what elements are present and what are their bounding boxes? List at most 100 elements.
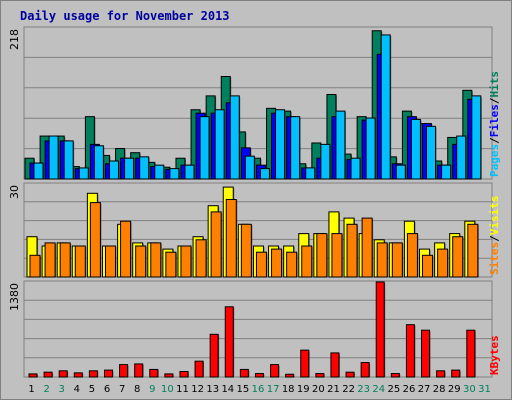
- day-label-12: 12: [191, 384, 204, 395]
- y-axis-max-label-kbytes: 1380: [8, 283, 21, 311]
- bar-pages-day-24: [380, 34, 391, 180]
- bar-pages-day-25: [395, 164, 406, 180]
- day-label-9: 9: [149, 384, 155, 395]
- bar-pages-day-27: [426, 125, 437, 180]
- bar-sites-day-19: [301, 245, 313, 278]
- day-label-15: 15: [237, 384, 250, 395]
- day-label-23: 23: [357, 384, 370, 395]
- bar-pages-day-11: [184, 164, 195, 180]
- bar-kbytes-day-12: [194, 360, 204, 378]
- bar-pages-day-10: [169, 168, 180, 180]
- panel-hits-files-pages: 218 Pages/Files/Hits: [8, 26, 501, 180]
- legend-entry-slash: /: [488, 137, 501, 144]
- y-axis-max-label-hits-files-pages: 218: [8, 29, 21, 50]
- bar-sites-day-25: [391, 242, 403, 278]
- legend-hits-files-pages: Pages/Files/Hits: [488, 71, 501, 177]
- legend-entry-visits: Visits: [488, 196, 501, 236]
- bar-sites-day-10: [165, 251, 177, 278]
- bar-pages-day-7: [124, 157, 135, 180]
- bar-sites-day-20: [316, 233, 328, 278]
- bar-kbytes-day-17: [270, 364, 280, 378]
- bar-sites-day-13: [210, 211, 222, 278]
- bar-pages-day-21: [335, 110, 346, 180]
- bar-pages-day-26: [410, 118, 421, 180]
- legend-entry-slash: /: [488, 235, 501, 242]
- bar-sites-day-2: [44, 242, 56, 278]
- panel-kbytes: 1380 KBytes: [8, 280, 501, 378]
- bar-sites-day-15: [240, 223, 252, 278]
- bar-sites-day-14: [225, 199, 237, 278]
- legend-entry-kbytes: KBytes: [488, 335, 501, 375]
- day-label-19: 19: [297, 384, 310, 395]
- bar-pages-day-30: [471, 95, 482, 180]
- bar-pages-day-2: [48, 135, 59, 180]
- bar-sites-day-28: [437, 248, 449, 278]
- day-label-7: 7: [119, 384, 125, 395]
- bar-sites-day-6: [104, 245, 116, 278]
- bar-kbytes-day-23: [360, 362, 370, 378]
- panel-visits-sites: 30 Sites/Visits: [8, 182, 501, 278]
- y-axis-max-label-visits-sites: 30: [8, 185, 21, 199]
- bar-pages-day-16: [259, 168, 270, 180]
- bar-kbytes-day-16: [254, 373, 264, 378]
- bar-pages-day-20: [320, 143, 331, 180]
- day-label-26: 26: [403, 384, 416, 395]
- day-label-24: 24: [372, 384, 385, 395]
- day-label-16: 16: [252, 384, 265, 395]
- bar-kbytes-day-10: [164, 373, 174, 378]
- bar-pages-day-17: [275, 109, 286, 180]
- chart-title: Daily usage for November 2013: [20, 9, 230, 23]
- day-label-5: 5: [89, 384, 95, 395]
- day-label-30: 30: [463, 384, 476, 395]
- bar-sites-day-21: [331, 233, 343, 278]
- bar-kbytes-day-15: [239, 368, 249, 378]
- bar-pages-day-1: [33, 162, 44, 180]
- bar-kbytes-day-18: [285, 373, 295, 378]
- legend-kbytes: KBytes: [488, 335, 501, 375]
- bar-pages-day-8: [139, 156, 150, 180]
- day-label-3: 3: [59, 384, 65, 395]
- day-label-2: 2: [43, 384, 49, 395]
- bar-kbytes-day-30: [466, 329, 476, 378]
- bar-kbytes-day-26: [405, 324, 415, 378]
- legend-entry-files: Files: [488, 104, 501, 137]
- day-label-25: 25: [388, 384, 401, 395]
- bar-sites-day-4: [74, 245, 86, 278]
- bar-kbytes-day-11: [179, 370, 189, 378]
- bar-kbytes-day-4: [73, 372, 83, 378]
- bar-pages-day-28: [441, 164, 452, 180]
- bar-kbytes-day-29: [451, 369, 461, 378]
- bar-sites-day-29: [452, 236, 464, 278]
- day-label-18: 18: [282, 384, 295, 395]
- bar-pages-day-4: [78, 167, 89, 180]
- bar-sites-day-18: [286, 251, 298, 278]
- bar-kbytes-day-14: [224, 306, 234, 378]
- bar-kbytes-day-1: [28, 373, 38, 378]
- day-label-6: 6: [104, 384, 110, 395]
- bar-sites-day-24: [376, 242, 388, 278]
- bar-pages-day-19: [305, 167, 316, 180]
- bar-pages-day-6: [108, 160, 119, 180]
- bar-kbytes-day-2: [43, 371, 53, 378]
- bar-sites-day-26: [406, 233, 418, 278]
- day-label-1: 1: [28, 384, 34, 395]
- bar-pages-day-5: [93, 145, 104, 180]
- day-label-13: 13: [206, 384, 219, 395]
- bar-kbytes-day-20: [315, 373, 325, 378]
- legend-visits-sites: Sites/Visits: [488, 196, 501, 276]
- bar-kbytes-day-27: [421, 329, 431, 378]
- day-label-14: 14: [221, 384, 234, 395]
- legend-entry-sites: Sites: [488, 242, 501, 275]
- day-label-17: 17: [267, 384, 280, 395]
- bar-pages-day-22: [350, 157, 361, 180]
- day-label-28: 28: [433, 384, 446, 395]
- legend-entry-pages: Pages: [488, 144, 501, 177]
- bar-kbytes-day-19: [300, 349, 310, 378]
- bar-kbytes-day-28: [436, 370, 446, 378]
- bar-kbytes-day-7: [119, 364, 129, 378]
- bar-kbytes-day-6: [103, 369, 113, 378]
- bar-sites-day-7: [120, 220, 132, 278]
- bar-sites-day-3: [59, 242, 71, 278]
- bar-kbytes-day-24: [375, 281, 385, 378]
